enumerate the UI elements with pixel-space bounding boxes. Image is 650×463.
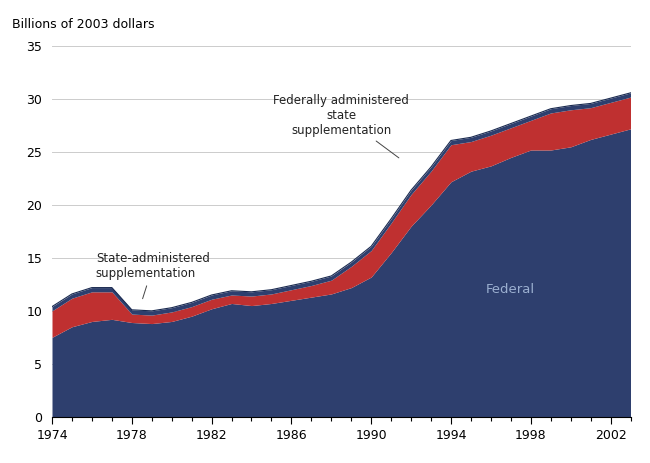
Text: Billions of 2003 dollars: Billions of 2003 dollars bbox=[12, 19, 154, 31]
Text: State-administered
supplementation: State-administered supplementation bbox=[96, 252, 210, 299]
Text: Federally administered
state
supplementation: Federally administered state supplementa… bbox=[273, 94, 410, 158]
Text: Federal: Federal bbox=[486, 283, 536, 296]
